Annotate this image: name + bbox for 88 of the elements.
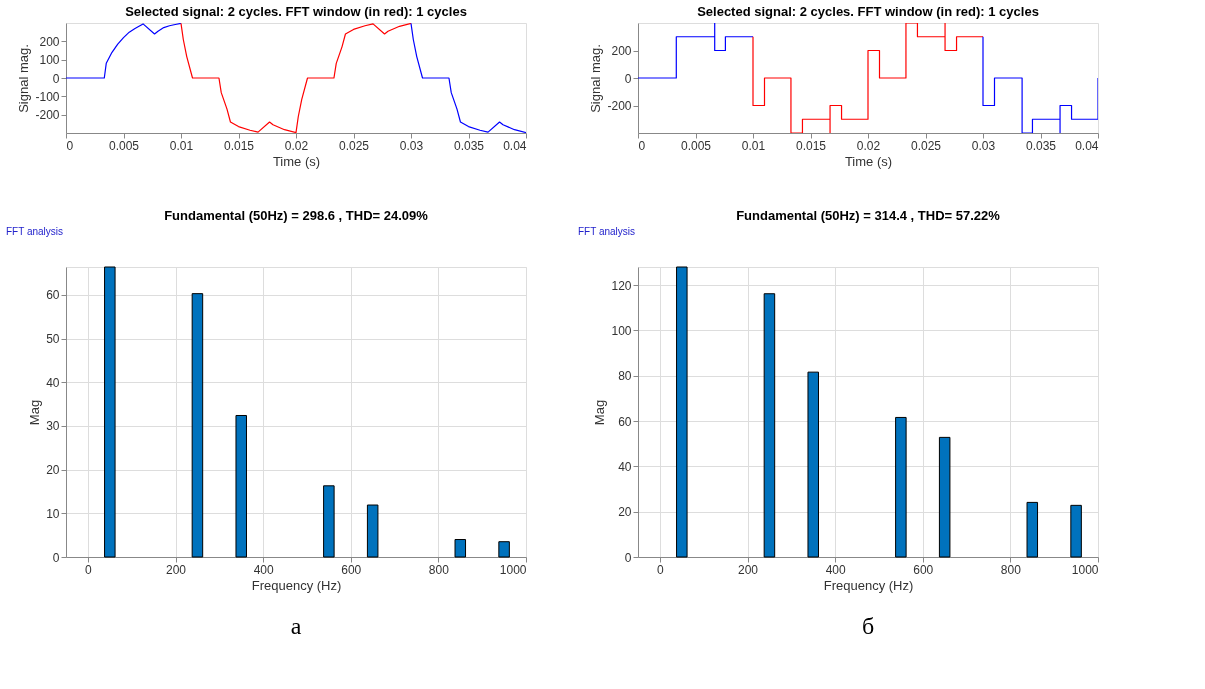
y-axis-title: Signal mag. [16, 44, 32, 113]
bar [676, 266, 688, 558]
bar [938, 436, 951, 558]
y-tick-label: 10 [46, 506, 60, 521]
x-axis-title: Time (s) [272, 153, 321, 169]
x-tick-label: 200 [166, 562, 187, 577]
x-tick-label: 0.015 [795, 138, 827, 153]
x-tick-label: 0.02 [856, 138, 881, 153]
y-axis-title: Mag [27, 399, 43, 426]
line-series [66, 23, 182, 79]
x-tick-label: 0 [638, 138, 646, 153]
y-tick-label: 200 [611, 44, 632, 58]
x-tick-label: 0.035 [453, 138, 485, 153]
x-axis-title: Frequency (Hz) [823, 577, 914, 593]
text: б [861, 613, 875, 639]
x-tick-label: 0.03 [399, 138, 424, 153]
line-series [638, 23, 754, 79]
x-tick-label: 0.005 [680, 138, 712, 153]
bar [895, 416, 907, 558]
x-axis-title: Time (s) [844, 153, 893, 169]
x-tick-label: 0 [657, 562, 665, 577]
chart-title: Fundamental (50Hz) = 314.4 , THD= 57.22% [736, 208, 1001, 223]
y-tick-label: 200 [39, 34, 60, 49]
line-series [982, 36, 1098, 133]
x-tick-label: 400 [253, 562, 274, 577]
bar [454, 539, 467, 558]
bar [498, 541, 510, 558]
x-tick-label: 0.04 [1075, 138, 1099, 153]
x-tick-label: 0.005 [108, 138, 140, 153]
x-tick-label: 0.025 [338, 138, 370, 153]
text: FFT analysis [6, 226, 64, 237]
x-tick-label: 0.02 [284, 138, 309, 153]
bar [191, 293, 204, 558]
y-tick-label: 50 [46, 332, 60, 347]
x-tick-label: 0.015 [223, 138, 255, 153]
text: а [290, 613, 302, 639]
x-tick-label: 0.04 [503, 138, 527, 153]
x-tick-label: 400 [825, 562, 846, 577]
bar [1026, 501, 1039, 558]
y-tick-label: 20 [618, 505, 632, 520]
bar [807, 371, 819, 558]
bar [235, 414, 247, 558]
y-tick-label: 120 [611, 278, 632, 293]
y-tick-label: 0 [624, 71, 632, 86]
line-series [180, 23, 412, 133]
x-tick-label: 0.01 [741, 138, 766, 153]
x-tick-label: 1000 [499, 562, 527, 577]
y-tick-label: 60 [46, 288, 60, 303]
y-tick-label: -200 [35, 108, 60, 123]
x-tick-label: 0.01 [169, 138, 194, 153]
y-axis-title: Signal mag. [588, 44, 604, 113]
line-series [410, 23, 526, 133]
chart-title: Selected signal: 2 cycles. FFT window (in red): 1 cycles [125, 4, 467, 19]
x-tick-label: 200 [738, 562, 759, 577]
bar [323, 485, 335, 558]
x-tick-label: 800 [428, 562, 450, 577]
x-tick-label: 0.025 [910, 138, 942, 153]
chart-title: Fundamental (50Hz) = 298.6 , THD= 24.09% [164, 208, 429, 223]
y-tick-label: 100 [611, 323, 632, 338]
bar [104, 266, 116, 558]
y-tick-label: 60 [618, 414, 632, 429]
y-tick-label: 0 [52, 550, 60, 565]
line-series [752, 23, 984, 133]
x-tick-label: 0.035 [1025, 138, 1057, 153]
y-tick-label: 80 [618, 369, 632, 384]
x-tick-label: 600 [341, 562, 362, 577]
y-tick-label: 0 [624, 550, 632, 565]
x-tick-label: 1000 [1071, 562, 1099, 577]
bar [366, 504, 379, 558]
y-tick-label: 40 [46, 375, 60, 390]
x-tick-label: 0 [66, 138, 74, 153]
y-tick-label: 40 [618, 459, 632, 474]
chart-title: Selected signal: 2 cycles. FFT window (in red): 1 cycles [697, 4, 1039, 19]
text: FFT analysis [578, 226, 636, 237]
x-tick-label: 0.03 [971, 138, 996, 153]
y-axis-title: Mag [592, 399, 608, 426]
y-tick-label: 100 [39, 53, 60, 68]
y-tick-label: 30 [46, 419, 60, 434]
y-tick-label: -100 [35, 89, 60, 104]
x-tick-label: 800 [1000, 562, 1022, 577]
x-tick-label: 0 [85, 562, 93, 577]
x-axis-title: Frequency (Hz) [251, 577, 342, 593]
y-tick-label: -200 [607, 99, 632, 113]
bar [1070, 504, 1082, 558]
y-tick-label: 20 [46, 463, 60, 478]
y-tick-label: 0 [52, 71, 60, 86]
x-tick-label: 600 [913, 562, 934, 577]
bar [763, 293, 776, 558]
